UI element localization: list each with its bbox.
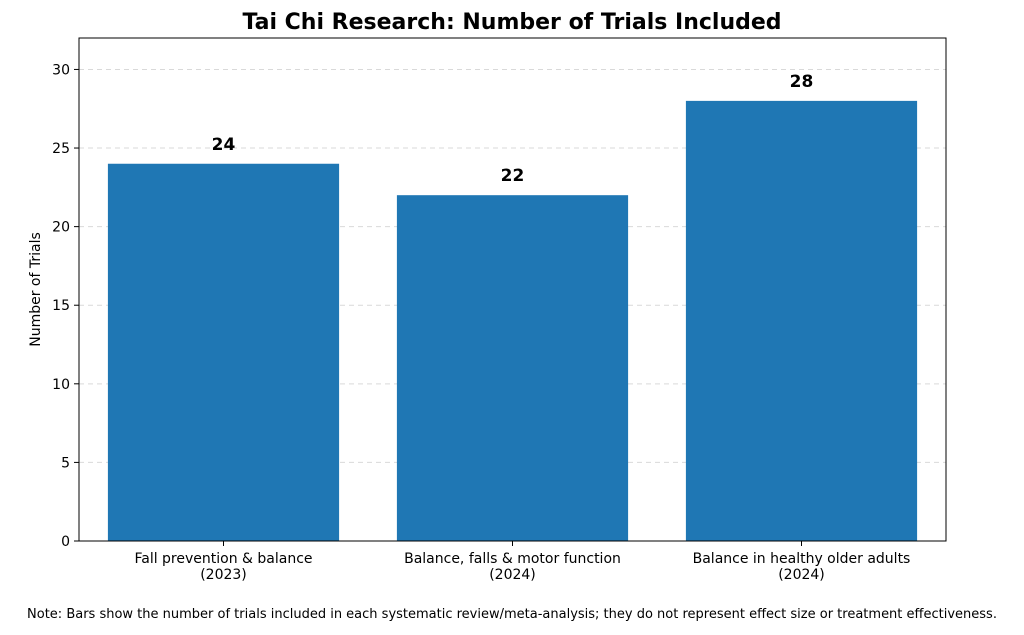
x-axis: Fall prevention & balance(2023) Balance, … [134, 541, 910, 583]
y-tick-label: 25 [52, 141, 70, 157]
x-tick-label: Balance in healthy older adults [693, 551, 911, 567]
x-tick-label: (2023) [200, 567, 247, 583]
bar [396, 195, 629, 541]
bar-chart: Tai Chi Research: Number of Trials Inclu… [28, 10, 947, 583]
footnote: Note: Bars show the number of trials inc… [27, 607, 997, 622]
bar-value-label: 24 [212, 135, 236, 155]
x-tick-label: Balance, falls & motor function [404, 551, 621, 567]
x-tick-label: (2024) [489, 567, 536, 583]
bar-value-label: 22 [501, 166, 525, 186]
x-tick-label: Fall prevention & balance [134, 551, 312, 567]
data-labels: 24 22 28 [212, 72, 814, 186]
y-tick-label: 0 [61, 534, 70, 550]
bar [107, 163, 340, 541]
y-tick-label: 15 [52, 298, 70, 314]
y-tick-label: 20 [52, 220, 70, 236]
y-tick-label: 10 [52, 377, 70, 393]
y-tick-label: 30 [52, 62, 70, 78]
bar-value-label: 28 [790, 72, 814, 92]
x-tick-label: (2024) [778, 567, 825, 583]
bars [107, 100, 918, 541]
bar [685, 100, 918, 541]
y-tick-label: 5 [61, 455, 70, 471]
plot-frame [78, 37, 947, 542]
y-axis-label: Number of Trials [28, 232, 44, 347]
y-axis: 0 5 10 15 20 25 30 [52, 62, 79, 550]
chart-title: Tai Chi Research: Number of Trials Inclu… [242, 10, 781, 35]
